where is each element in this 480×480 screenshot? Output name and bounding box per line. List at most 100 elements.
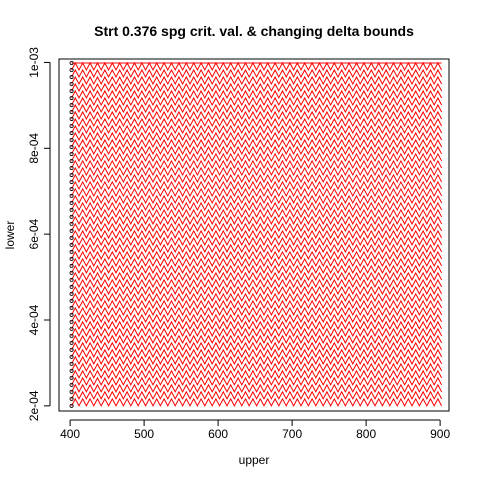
- zigzag-line: [71, 236, 443, 246]
- data-point: [69, 354, 74, 359]
- data-point: [69, 165, 74, 170]
- zigzag-line: [71, 208, 443, 218]
- x-tick-label: 500: [134, 427, 154, 441]
- data-point: [69, 214, 74, 219]
- data-point: [69, 67, 74, 72]
- y-axis: 2e-04 4e-04 6e-04 8e-04 1e-03: [27, 47, 51, 421]
- x-tick-label: 700: [282, 427, 302, 441]
- x-tick-label: 800: [356, 427, 376, 441]
- plot-points: [69, 60, 74, 408]
- zigzag-line: [71, 194, 443, 204]
- data-point: [69, 158, 74, 163]
- data-point: [69, 221, 74, 226]
- zigzag-line: [71, 369, 443, 379]
- data-point: [69, 137, 74, 142]
- zigzag-line: [71, 264, 443, 274]
- zigzag-line: [71, 61, 443, 72]
- zigzag-line: [71, 96, 443, 107]
- data-point: [69, 326, 74, 331]
- zigzag-line: [71, 278, 443, 288]
- data-point: [69, 256, 74, 261]
- data-point: [69, 270, 74, 275]
- plot-lines: [71, 61, 443, 407]
- data-point: [69, 340, 74, 345]
- y-tick-label: 1e-03: [27, 47, 41, 78]
- zigzag-line: [71, 355, 443, 365]
- zigzag-line: [71, 68, 443, 79]
- data-point: [69, 298, 74, 303]
- zigzag-line: [71, 341, 443, 351]
- data-point: [69, 361, 74, 366]
- data-point: [69, 151, 74, 156]
- zigzag-line: [71, 201, 443, 211]
- x-axis: 400 500 600 700 800 900: [60, 419, 450, 441]
- zigzag-line: [71, 152, 443, 163]
- data-point: [69, 319, 74, 324]
- data-point: [69, 389, 74, 394]
- data-point: [69, 200, 74, 205]
- zigzag-line: [71, 271, 443, 281]
- data-point: [69, 235, 74, 240]
- x-tick-label: 900: [430, 427, 450, 441]
- y-tick-label: 4e-04: [27, 304, 41, 335]
- data-point: [69, 249, 74, 254]
- zigzag-line: [71, 292, 443, 302]
- y-tick-label: 6e-04: [27, 218, 41, 249]
- plot-frame: [58, 58, 450, 412]
- data-point: [69, 333, 74, 338]
- data-point: [69, 284, 74, 289]
- zigzag-line: [71, 250, 443, 260]
- x-axis-label: upper: [239, 453, 270, 467]
- zigzag-line: [71, 299, 443, 309]
- zigzag-line: [71, 306, 443, 316]
- data-point: [69, 95, 74, 100]
- zigzag-line: [71, 215, 443, 225]
- data-point: [69, 263, 74, 268]
- zigzag-line: [71, 145, 443, 156]
- data-point: [69, 193, 74, 198]
- data-point: [69, 60, 74, 65]
- zigzag-line: [71, 131, 443, 142]
- zigzag-line: [71, 180, 443, 191]
- data-point: [69, 396, 74, 401]
- zigzag-line: [71, 348, 443, 358]
- data-point: [69, 144, 74, 149]
- zigzag-line: [71, 362, 443, 372]
- data-point: [69, 228, 74, 233]
- y-tick-label: 2e-04: [27, 390, 41, 421]
- data-point: [69, 81, 74, 86]
- zigzag-line: [71, 117, 443, 128]
- zigzag-line: [71, 124, 443, 135]
- data-point: [69, 207, 74, 212]
- zigzag-line: [71, 159, 443, 170]
- data-point: [69, 116, 74, 121]
- zigzag-line: [71, 166, 443, 177]
- data-point: [69, 179, 74, 184]
- zigzag-line: [71, 173, 443, 184]
- data-point: [69, 305, 74, 310]
- zigzag-line: [71, 89, 443, 100]
- zigzag-line: [71, 187, 443, 198]
- data-point: [69, 74, 74, 79]
- data-point: [69, 172, 74, 177]
- zigzag-line: [71, 327, 443, 337]
- zigzag-line: [71, 82, 443, 93]
- zigzag-line: [71, 222, 443, 232]
- zigzag-line: [71, 243, 443, 253]
- zigzag-line: [71, 334, 443, 344]
- x-tick-label: 600: [208, 427, 228, 441]
- x-tick-label: 400: [60, 427, 80, 441]
- zigzag-line: [71, 75, 443, 86]
- data-point: [69, 291, 74, 296]
- data-point: [69, 123, 74, 128]
- data-point: [69, 109, 74, 114]
- zigzag-line: [71, 138, 443, 149]
- zigzag-line: [71, 320, 443, 330]
- data-point: [69, 382, 74, 387]
- zigzag-line: [71, 110, 443, 121]
- zigzag-line: [71, 397, 443, 407]
- data-point: [69, 186, 74, 191]
- zigzag-line: [71, 285, 443, 295]
